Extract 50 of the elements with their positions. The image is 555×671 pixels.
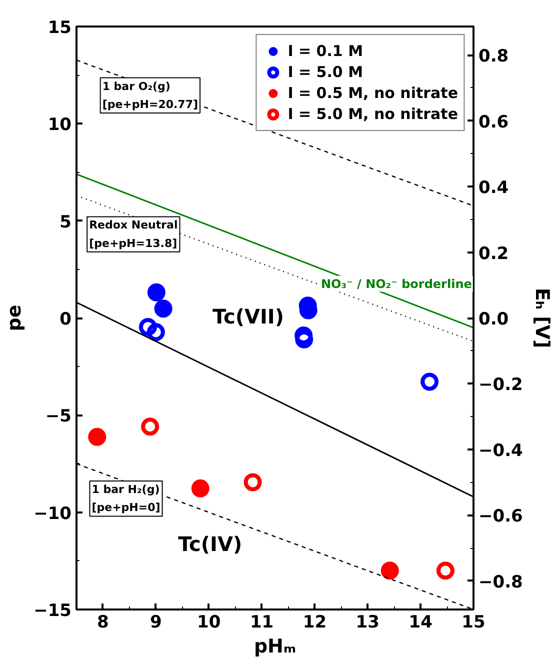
legend-label: I = 0.1 M: [288, 42, 364, 60]
y2-tick-label: −0.8: [478, 572, 523, 592]
x-tick-label: 14: [408, 612, 433, 632]
annotation: Tc(IV): [178, 532, 242, 556]
y-tick-label: 5: [60, 212, 72, 232]
point: [141, 418, 160, 436]
x-tick-label: 10: [197, 612, 221, 632]
y-tick-label: 10: [48, 115, 72, 136]
point: [295, 330, 314, 348]
x-tick-label: 8: [97, 612, 109, 632]
y2-tick-label: −0.2: [478, 375, 523, 396]
legend-label: I = 0.5 M, no nitrate: [288, 84, 458, 102]
x-tick-label: 13: [356, 612, 380, 632]
point: [420, 372, 439, 391]
y2-axis-title: Eₕ [V]: [530, 288, 553, 348]
x-axis-title: pHₘ: [254, 636, 296, 658]
y-axis-title: pe: [4, 304, 26, 332]
point: [191, 479, 210, 498]
point: [147, 283, 166, 302]
point: [138, 318, 157, 336]
annotation: 1 bar H₂(g) [pe+pH=0]: [92, 483, 160, 514]
y2-tick-label: 0.4: [478, 178, 509, 198]
point: [154, 300, 172, 318]
point: [436, 562, 454, 580]
legend-label: I = 5.0 M, no nitrate: [288, 105, 458, 123]
y-tick-label: 0: [60, 310, 72, 330]
y2-tick-label: 0.2: [478, 244, 509, 264]
annotation: Tc(VII): [212, 304, 284, 329]
x-tick-label: 15: [462, 612, 486, 632]
point: [244, 473, 262, 492]
y-tick-label: −10: [34, 504, 72, 524]
x-tick-label: 9: [150, 612, 162, 632]
y-tick-label: −15: [34, 601, 72, 621]
point: [380, 562, 399, 580]
y2-tick-label: −0.6: [478, 506, 523, 527]
annotation: Redox Neutral [pe+pH=13.8]: [89, 218, 178, 250]
y2-tick-label: −0.4: [478, 440, 524, 461]
x-tick-label: 12: [302, 612, 327, 632]
point: [294, 326, 313, 344]
point: [146, 323, 165, 342]
y-tick-label: 15: [48, 18, 72, 38]
y2-tick-label: 0.8: [478, 46, 509, 67]
annotation: NO₃⁻ / NO₂⁻ borderline: [320, 276, 472, 291]
point: [88, 428, 106, 446]
annotation: 1 bar O₂(g) [pe+pH=20.77]: [102, 80, 198, 111]
y2-tick-label: 0.6: [478, 112, 509, 132]
x-tick-label: 11: [250, 612, 274, 632]
y2-tick-label: 0.0: [478, 310, 509, 330]
legend-label: I = 5.0 M: [288, 63, 364, 81]
y-tick-label: −5: [45, 406, 72, 427]
